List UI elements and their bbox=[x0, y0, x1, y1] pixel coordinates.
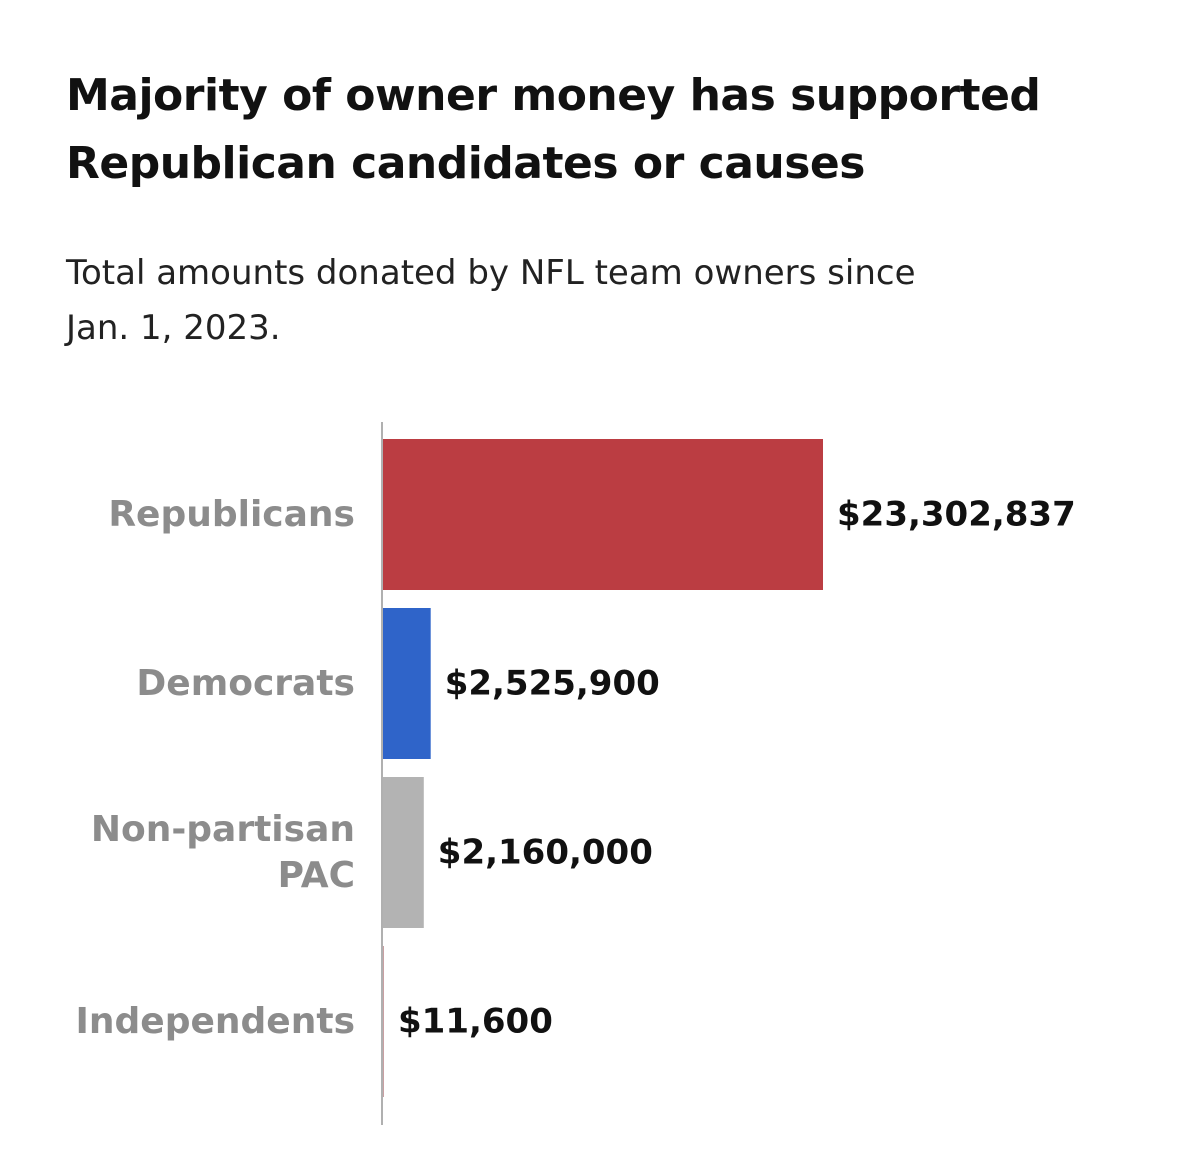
category-label-non-partisan-pac: Non-partisan PAC bbox=[91, 809, 355, 896]
bars-layer bbox=[383, 439, 823, 1097]
value-label-republicans: $23,302,837 bbox=[837, 495, 1076, 535]
chart-subtitle: Total amounts donated by NFL team owners… bbox=[66, 246, 1146, 356]
bar-republicans bbox=[383, 439, 823, 590]
category-label-independents: Independents bbox=[76, 1001, 355, 1042]
category-label-line: PAC bbox=[278, 855, 355, 896]
category-label-republicans: Republicans bbox=[108, 494, 355, 535]
labels-layer: Republicans $23,302,837 Democrats $2,525,90… bbox=[76, 494, 1076, 1042]
category-label-line: Independents bbox=[76, 1001, 355, 1042]
chart-title-line-1: Majority of owner money has supported bbox=[66, 70, 1041, 121]
value-label-independents: $11,600 bbox=[398, 1002, 553, 1042]
chart-subtitle-line-2: Jan. 1, 2023. bbox=[66, 308, 281, 348]
chart-title-line-2: Republican candidates or causes bbox=[66, 138, 865, 189]
category-label-line: Democrats bbox=[136, 663, 355, 704]
category-label-line: Non-partisan bbox=[91, 809, 355, 850]
bar-independents bbox=[383, 946, 384, 1097]
value-label-democrats: $2,525,900 bbox=[445, 664, 660, 704]
bar-democrats bbox=[383, 608, 431, 759]
category-label-line: Republicans bbox=[108, 494, 355, 535]
value-label-non-partisan-pac: $2,160,000 bbox=[438, 833, 653, 873]
category-label-democrats: Democrats bbox=[136, 663, 355, 704]
bar-non-partisan-pac bbox=[383, 777, 424, 928]
chart-subtitle-line-1: Total amounts donated by NFL team owners… bbox=[66, 253, 916, 293]
chart-title: Majority of owner money has supported Re… bbox=[66, 62, 1146, 198]
